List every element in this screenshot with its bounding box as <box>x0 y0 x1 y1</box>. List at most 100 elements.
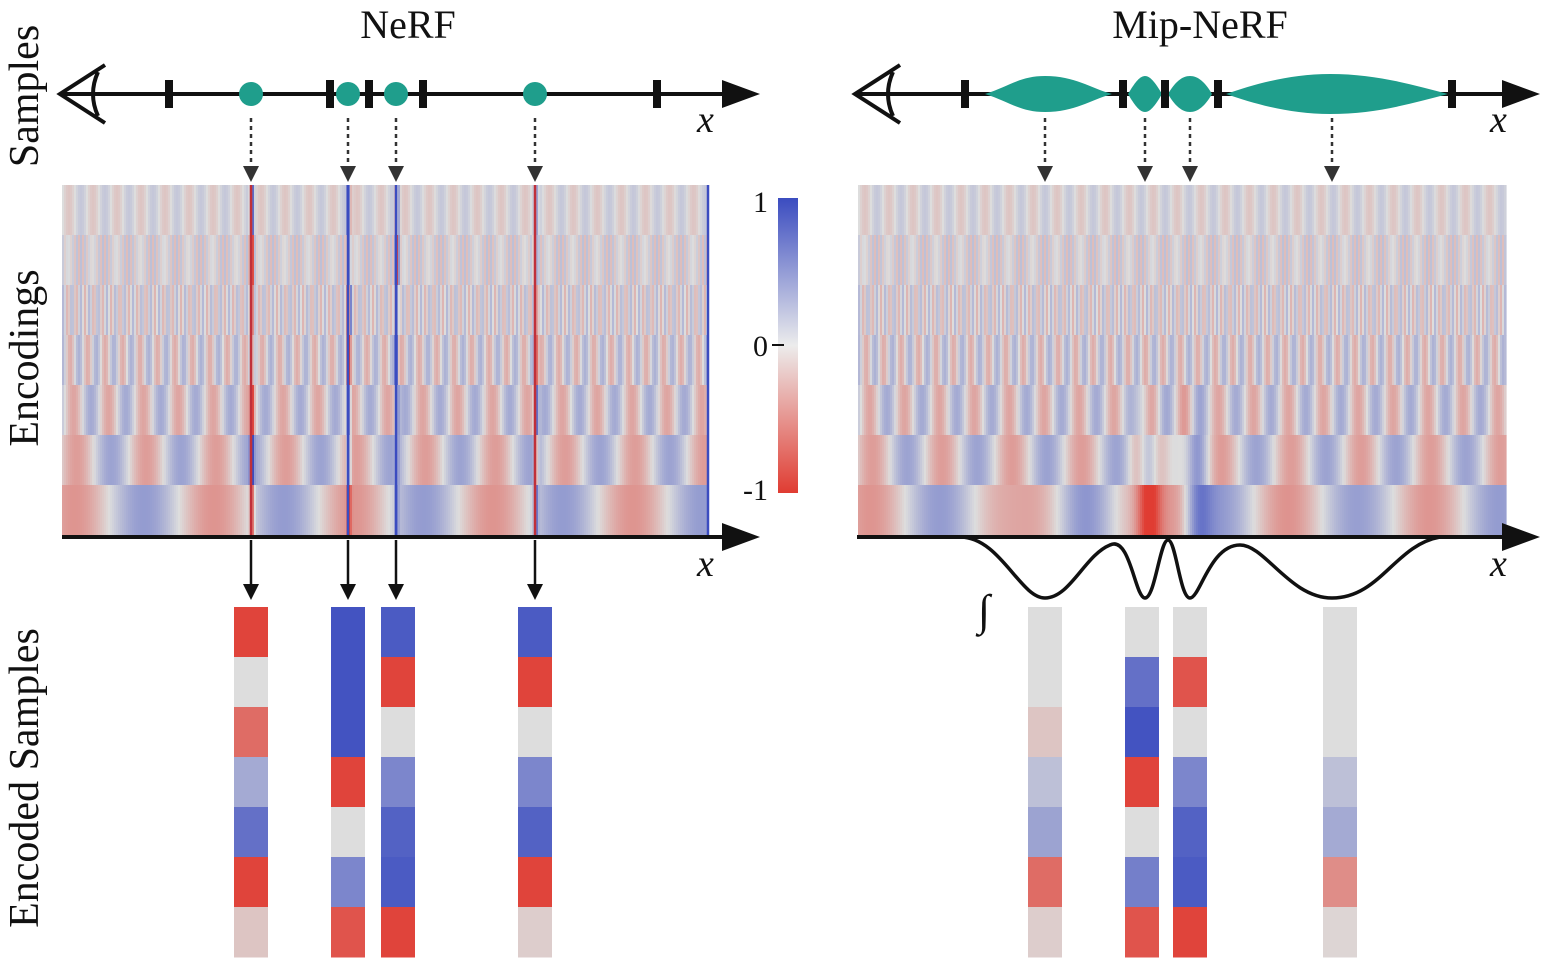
heatmap-cell <box>146 385 149 436</box>
heatmap-cell <box>1156 285 1159 336</box>
heatmap-cell <box>618 485 621 536</box>
heatmap-cell <box>1314 285 1317 336</box>
heatmap-cell <box>944 385 947 436</box>
heatmap-cell <box>974 185 977 236</box>
heatmap-cell <box>1260 335 1263 386</box>
heatmap-cell <box>272 335 275 386</box>
heatmap-cell <box>88 235 91 286</box>
heatmap-cell <box>1170 385 1173 436</box>
heatmap-cell <box>1182 335 1185 386</box>
heatmap-cell <box>192 235 195 286</box>
heatmap-cell <box>1352 385 1355 436</box>
heatmap-cell <box>1398 335 1401 386</box>
heatmap-cell <box>1290 485 1293 536</box>
heatmap-cell <box>104 185 107 236</box>
integral-symbol: ∫ <box>975 586 993 637</box>
heatmap-cell <box>604 185 607 236</box>
heatmap-cell <box>658 435 661 486</box>
heatmap-cell <box>1390 335 1393 386</box>
heatmap-cell <box>1420 385 1423 436</box>
heatmap-cell <box>576 185 579 236</box>
heatmap-cell <box>120 385 123 436</box>
heatmap-cell <box>1034 335 1037 386</box>
heatmap-cell <box>1084 285 1087 336</box>
heatmap-cell <box>1216 285 1219 336</box>
heatmap-cell <box>1422 335 1425 386</box>
heatmap-cell <box>500 335 503 386</box>
heatmap-cell <box>70 485 73 536</box>
heatmap-cell <box>328 235 331 286</box>
heatmap-cell <box>516 185 519 236</box>
heatmap-cell <box>1100 285 1103 336</box>
heatmap-cell <box>1360 185 1363 236</box>
heatmap-cell <box>510 285 513 336</box>
heatmap-cell <box>134 485 137 536</box>
heatmap-cell <box>1308 335 1311 386</box>
heatmap-cell <box>396 435 399 486</box>
heatmap-cell <box>1172 235 1175 286</box>
heatmap-cell <box>162 485 165 536</box>
heatmap-cell <box>80 385 83 436</box>
heatmap-cell <box>416 185 419 236</box>
heatmap-cell <box>1344 385 1347 436</box>
heatmap-cell <box>190 435 193 486</box>
heatmap-cell <box>1434 185 1437 236</box>
heatmap-cell <box>1468 485 1471 536</box>
heatmap-cell <box>1400 285 1403 336</box>
heatmap-cell <box>1166 185 1169 236</box>
heatmap-cell <box>644 485 647 536</box>
heatmap-cell <box>568 485 571 536</box>
heatmap-cell <box>1486 235 1489 286</box>
heatmap-cell <box>1016 435 1019 486</box>
heatmap-cell <box>420 285 423 336</box>
heatmap-cell <box>1386 385 1389 436</box>
heatmap-cell <box>288 235 291 286</box>
heatmap-cell <box>1330 185 1333 236</box>
heatmap-cell <box>1334 385 1337 436</box>
heatmap-cell <box>1222 235 1225 286</box>
heatmap-cell <box>120 285 123 336</box>
heatmap-cell <box>596 335 599 386</box>
heatmap-cell <box>1042 335 1045 386</box>
heatmap-cell <box>1298 335 1301 386</box>
heatmap-cell <box>172 485 175 536</box>
heatmap-cell <box>1462 235 1465 286</box>
heatmap-cell <box>646 235 649 286</box>
heatmap-cell <box>1366 235 1369 286</box>
heatmap-cell <box>1124 235 1127 286</box>
heatmap-cell <box>1008 485 1011 536</box>
heatmap-cell <box>1148 385 1151 436</box>
heatmap-cell <box>544 485 547 536</box>
heatmap-cell <box>1112 185 1115 236</box>
heatmap-cell <box>568 385 571 436</box>
heatmap-cell <box>1236 185 1239 236</box>
heatmap-cell <box>624 485 627 536</box>
heatmap-cell <box>1364 335 1367 386</box>
heatmap-cell <box>440 485 443 536</box>
heatmap-cell <box>512 335 515 386</box>
heatmap-cell <box>1502 185 1505 236</box>
heatmap-cell <box>244 435 247 486</box>
heatmap-cell <box>1356 335 1359 386</box>
heatmap-cell <box>1022 385 1025 436</box>
heatmap-cell <box>1046 385 1049 436</box>
heatmap-cell <box>1426 435 1429 486</box>
heatmap-cell <box>976 485 979 536</box>
heatmap-cell <box>1076 185 1079 236</box>
heatmap-cell <box>1288 485 1291 536</box>
heatmap-cell <box>1282 385 1285 436</box>
heatmap-cell <box>1098 285 1101 336</box>
heatmap-cell <box>1036 235 1039 286</box>
heatmap-cell <box>1314 235 1317 286</box>
heatmap-cell <box>274 435 277 486</box>
heatmap-cell <box>1426 485 1429 536</box>
heatmap-cell <box>316 235 319 286</box>
heatmap-cell <box>424 335 427 386</box>
heatmap-cell <box>96 335 99 386</box>
heatmap-cell <box>872 235 875 286</box>
heatmap-cell <box>882 235 885 286</box>
heatmap-cell <box>456 335 459 386</box>
heatmap-cell <box>558 335 561 386</box>
heatmap-cell <box>880 335 883 386</box>
heatmap-cell <box>1430 235 1433 286</box>
